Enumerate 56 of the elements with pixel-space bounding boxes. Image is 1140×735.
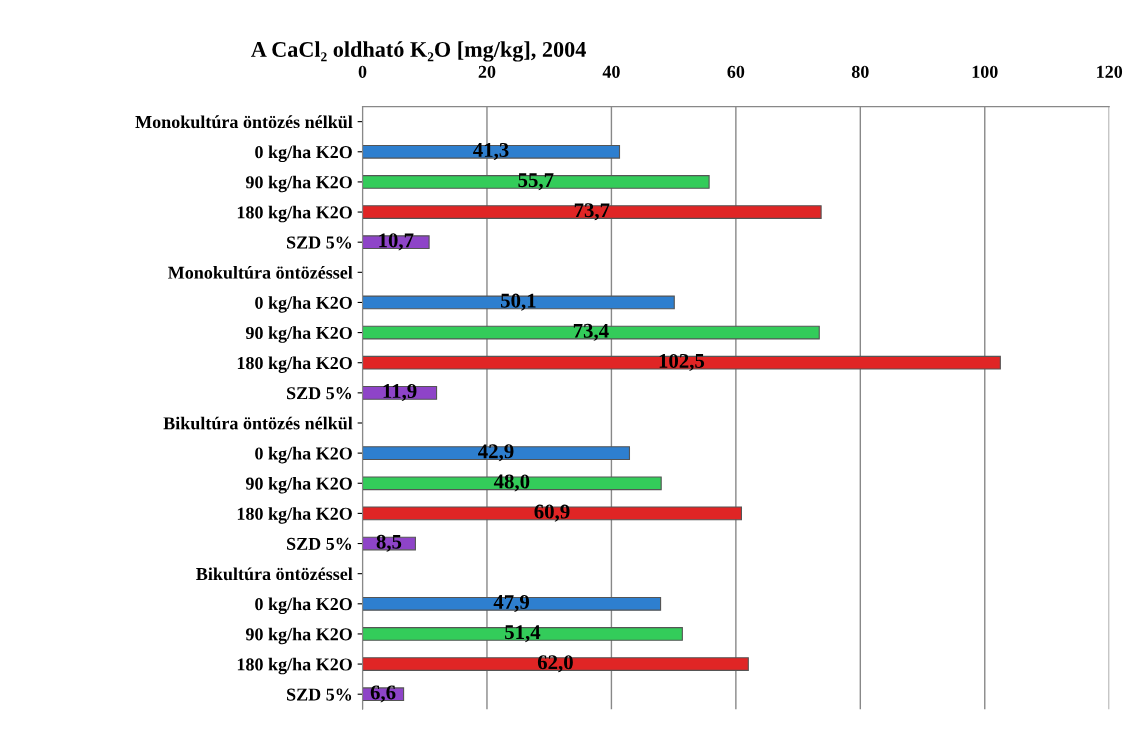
bar <box>362 355 1001 370</box>
bar <box>362 657 749 671</box>
data-label: 62,0 <box>537 655 573 673</box>
data-label: 48,0 <box>493 474 530 492</box>
data-label: 60,9 <box>534 504 570 522</box>
data-label: 42,9 <box>478 444 514 462</box>
x-tick-label: 80 <box>851 65 869 78</box>
chart-title: A CaCl₂ oldható K₂O [mg/kg], 2004 <box>251 41 586 62</box>
x-tick-label: 0 <box>358 65 367 78</box>
y-tick-label: 90 kg/ha K2O <box>245 627 352 645</box>
y-tick-label: SZD 5% <box>287 537 352 551</box>
data-label: 55,7 <box>518 173 554 191</box>
y-tick-label: SZD 5% <box>287 688 352 701</box>
data-label: 11,9 <box>383 384 417 402</box>
bar <box>362 175 710 189</box>
y-tick-label: SZD 5% <box>287 236 352 249</box>
data-label: 50,1 <box>501 293 536 311</box>
x-tick-label: 60 <box>727 65 745 78</box>
y-tick-label: Bikultúra öntözés nélkül <box>163 416 353 430</box>
y-tick-label: 0 kg/ha K2O <box>255 296 352 313</box>
data-label: 8,5 <box>376 534 402 552</box>
data-label: 73,4 <box>573 323 609 341</box>
bar <box>362 506 743 521</box>
bar <box>362 596 662 611</box>
bar <box>362 627 683 641</box>
data-label: 6,6 <box>370 685 396 703</box>
bar <box>362 295 675 310</box>
y-tick-label: Bikultúra öntözéssel <box>196 567 353 581</box>
data-label: 102,5 <box>659 353 705 371</box>
data-label: 73,7 <box>574 203 610 221</box>
data-label: 41,3 <box>473 142 509 161</box>
x-tick-label: 100 <box>972 65 998 78</box>
y-tick-label: Monokultúra öntözés nélkül <box>135 115 353 129</box>
data-label: 51,4 <box>505 625 541 643</box>
y-tick-label: 0 kg/ha K2O <box>255 597 352 615</box>
data-label: 47,9 <box>493 595 530 613</box>
y-tick-label: Monokultúra öntözéssel <box>168 266 353 279</box>
y-tick-label: 180 kg/ha K2O <box>237 205 352 223</box>
y-tick-label: SZD 5% <box>287 387 352 400</box>
bar <box>362 205 822 219</box>
y-tick-label: 90 kg/ha K2O <box>245 175 352 193</box>
x-tick-label: 120 <box>1097 65 1123 78</box>
bar <box>362 144 621 159</box>
bar <box>362 325 820 340</box>
bar <box>362 476 662 491</box>
y-tick-label: 90 kg/ha K2O <box>245 326 352 343</box>
x-tick-label: 40 <box>602 65 620 78</box>
y-tick-label: 0 kg/ha K2O <box>255 446 352 464</box>
y-tick-label: 180 kg/ha K2O <box>237 657 352 675</box>
data-label: 10,7 <box>379 233 414 251</box>
y-tick-label: 180 kg/ha K2O <box>237 356 352 373</box>
y-tick-label: 90 kg/ha K2O <box>245 477 352 494</box>
x-tick-label: 20 <box>478 65 496 78</box>
y-tick-label: 0 kg/ha K2O <box>255 145 352 163</box>
bar <box>362 446 631 461</box>
y-tick-label: 180 kg/ha K2O <box>237 507 352 524</box>
